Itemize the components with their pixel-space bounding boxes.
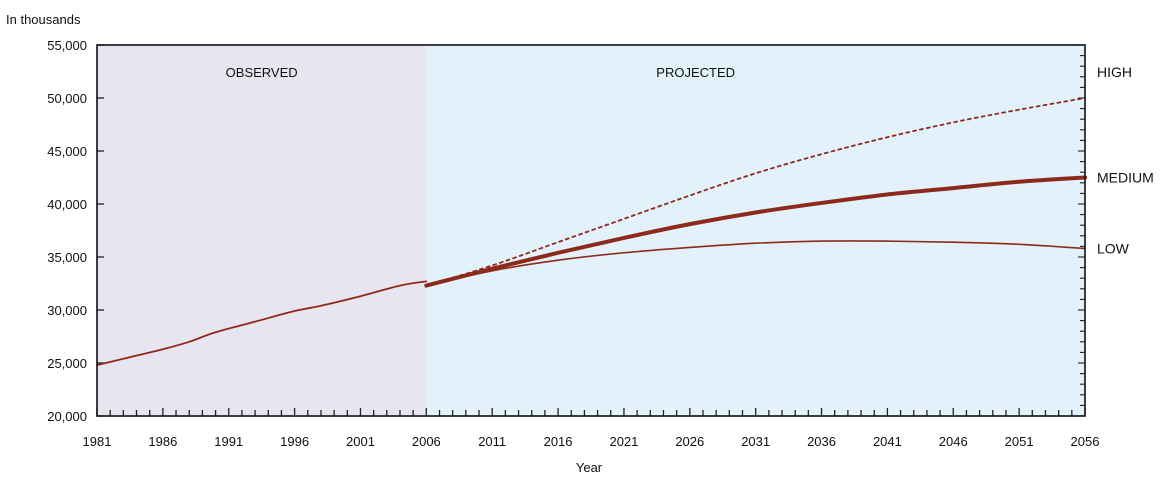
x-tick-label: 2021	[609, 434, 638, 449]
x-tick-label: 1986	[148, 434, 177, 449]
x-tick-label: 1981	[83, 434, 112, 449]
y-tick-label: 30,000	[47, 303, 87, 318]
series-observed-line	[96, 280, 428, 367]
x-axis-title: Year	[576, 460, 603, 475]
series-label-medium: MEDIUM	[1097, 170, 1154, 186]
x-tick-label: 2036	[807, 434, 836, 449]
series-medium-line	[424, 175, 1087, 288]
region-projected-label: PROJECTED	[656, 65, 735, 80]
x-tick-label: 1991	[214, 434, 243, 449]
region-projected-background	[426, 45, 1085, 416]
x-tick-label: 2006	[412, 434, 441, 449]
x-tick-label: 2056	[1071, 434, 1100, 449]
x-tick-label: 2051	[1005, 434, 1034, 449]
x-tick-label: 2016	[544, 434, 573, 449]
plot-frame	[96, 44, 1086, 417]
y-tick-label: 50,000	[47, 91, 87, 106]
y-tick-label: 20,000	[47, 409, 87, 424]
y-tick-label: 45,000	[47, 144, 87, 159]
region-observed-label: OBSERVED	[226, 65, 298, 80]
series-label-low: LOW	[1097, 241, 1130, 257]
x-tick-label: 2046	[939, 434, 968, 449]
plot-area: OBSERVED PROJECTED 1981 1986 1991 1996 2001 200…	[47, 38, 1154, 449]
region-observed-background	[97, 45, 427, 416]
series-low-line	[425, 240, 1086, 287]
x-tick-label: 2026	[675, 434, 704, 449]
y-tick-label: 40,000	[47, 197, 87, 212]
x-tick-label: 2041	[873, 434, 902, 449]
series-label-high: HIGH	[1097, 64, 1132, 80]
y-tick-label: 35,000	[47, 250, 87, 265]
y-tick-label: 25,000	[47, 356, 87, 371]
x-tick-label: 2031	[741, 434, 770, 449]
x-tick-label: 2011	[478, 434, 506, 449]
y-tick-label: 55,000	[47, 38, 87, 53]
x-tick-label: 2001	[346, 434, 375, 449]
y-axis-title: In thousands	[6, 12, 81, 27]
x-tick-label: 1996	[280, 434, 309, 449]
